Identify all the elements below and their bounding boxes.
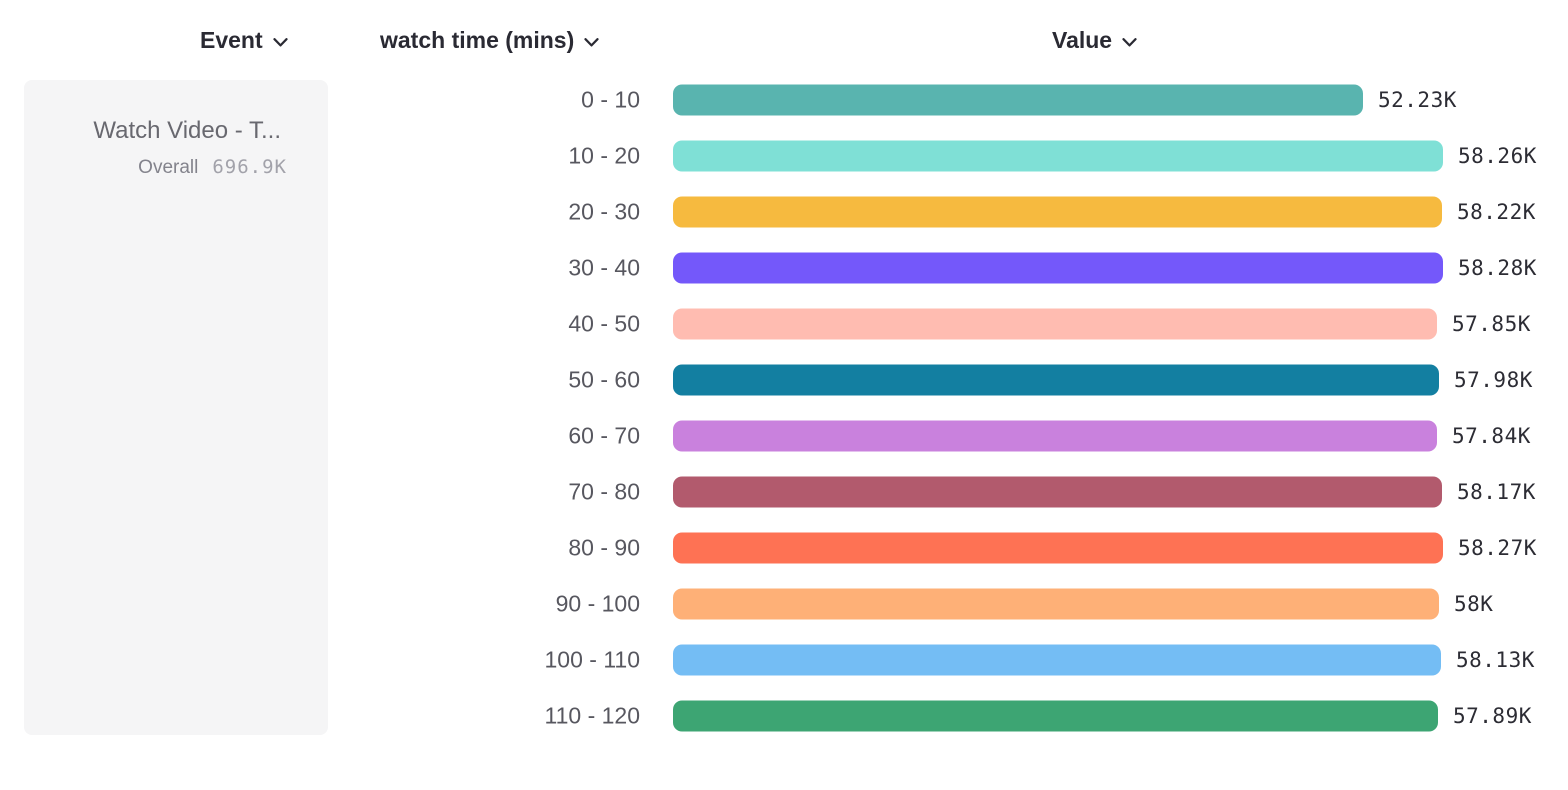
category-label: 100 - 110 [544, 646, 640, 673]
bar-segment[interactable] [673, 532, 1443, 564]
bar-value-label: 57.98K [1454, 368, 1533, 392]
bar-value-label: 57.85K [1452, 312, 1531, 336]
value-column-label: Value [1052, 27, 1113, 53]
bar-value-label: 58.28K [1458, 256, 1537, 280]
bar-row: 100 - 110 58.13K [0, 632, 1568, 688]
bar-segment[interactable] [673, 644, 1441, 676]
bar-segment[interactable] [673, 196, 1442, 228]
bar-value-label: 58.27K [1458, 536, 1537, 560]
category-label: 40 - 50 [568, 310, 640, 337]
bar-value-label: 57.84K [1452, 424, 1531, 448]
event-column-label: Event [200, 27, 263, 53]
bar-row: 10 - 20 58.26K [0, 128, 1568, 184]
bar-row: 110 - 120 57.89K [0, 688, 1568, 744]
value-column-header[interactable]: Value [1052, 27, 1137, 54]
chevron-down-icon [1122, 35, 1137, 47]
bar-segment[interactable] [673, 588, 1439, 620]
breakdown-column-header[interactable]: watch time (mins) [380, 27, 599, 54]
bar-row: 0 - 10 52.23K [0, 72, 1568, 128]
bar-segment[interactable] [673, 308, 1437, 340]
bar-value-label: 58.26K [1458, 144, 1537, 168]
bar-value-label: 52.23K [1378, 88, 1457, 112]
event-column-header[interactable]: Event [200, 27, 288, 54]
bar-segment[interactable] [673, 140, 1443, 172]
breakdown-column-label: watch time (mins) [380, 27, 575, 53]
chevron-down-icon [273, 35, 288, 47]
category-label: 50 - 60 [568, 366, 640, 393]
category-label: 90 - 100 [555, 590, 640, 617]
bar-segment[interactable] [673, 252, 1443, 284]
overall-label: Overall [138, 157, 199, 178]
bar-row: 50 - 60 57.98K [0, 352, 1568, 408]
category-label: 10 - 20 [568, 142, 640, 169]
bar-segment[interactable] [673, 476, 1442, 508]
overall-value: 696.9K [212, 156, 287, 178]
bar-chart: 0 - 10 52.23K 10 - 20 58.26K 20 - 30 58.22K 30… [0, 72, 1568, 744]
bar-value-label: 58.13K [1456, 648, 1535, 672]
bar-row: 90 - 100 58K [0, 576, 1568, 632]
chevron-down-icon [584, 35, 599, 47]
bar-value-label: 58.17K [1457, 480, 1536, 504]
bar-value-label: 57.89K [1453, 704, 1532, 728]
category-label: 80 - 90 [568, 534, 640, 561]
category-label: 20 - 30 [568, 198, 640, 225]
bar-row: 40 - 50 57.85K [0, 296, 1568, 352]
bar-segment[interactable] [673, 84, 1363, 116]
category-label: 110 - 120 [544, 702, 640, 729]
category-label: 70 - 80 [568, 478, 640, 505]
category-label: 60 - 70 [568, 422, 640, 449]
bar-segment[interactable] [673, 700, 1438, 732]
bar-value-label: 58K [1454, 592, 1494, 616]
bar-row: 20 - 30 58.22K [0, 184, 1568, 240]
event-overall-row: Overall 696.9K [138, 156, 287, 179]
bar-row: 80 - 90 58.27K [0, 520, 1568, 576]
bar-segment[interactable] [673, 420, 1437, 452]
bar-row: 60 - 70 57.84K [0, 408, 1568, 464]
bar-row: 70 - 80 58.17K [0, 464, 1568, 520]
bar-segment[interactable] [673, 364, 1439, 396]
category-label: 0 - 10 [581, 86, 640, 113]
event-name: Watch Video - T... [93, 117, 281, 144]
event-summary-card[interactable]: Watch Video - T... Overall 696.9K [24, 80, 328, 735]
bar-value-label: 58.22K [1457, 200, 1536, 224]
category-label: 30 - 40 [568, 254, 640, 281]
bar-row: 30 - 40 58.28K [0, 240, 1568, 296]
